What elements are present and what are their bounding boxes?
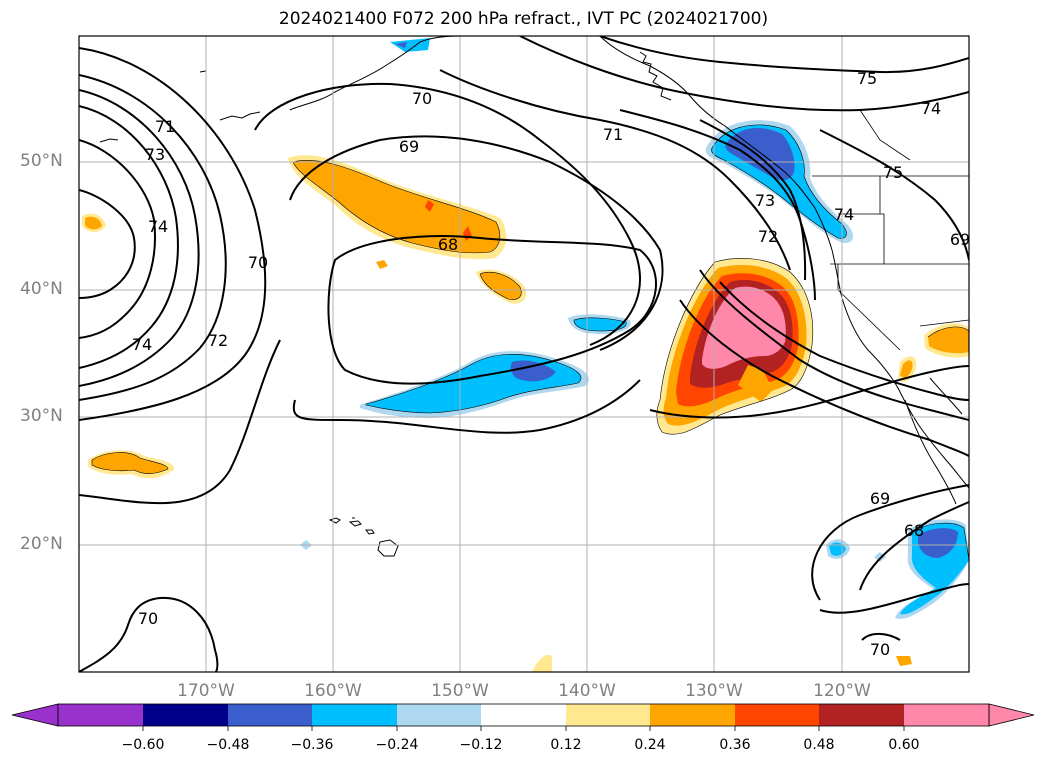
lat-label-20n: 20°N [20, 534, 63, 554]
lat-label-30n: 30°N [20, 406, 63, 426]
contour-label: 70 [138, 609, 158, 628]
map-frame [78, 35, 970, 673]
negative-anomaly-eastern-tropical-pacific [826, 519, 969, 619]
colorbar-segment [650, 704, 735, 726]
contour-label: 69 [950, 230, 970, 249]
lon-label-140w: 140°W [558, 681, 616, 701]
lon-label-130w: 130°W [685, 681, 743, 701]
colorbar-frame [57, 703, 990, 727]
colorbar-segment [735, 704, 819, 726]
contour-label: 69 [870, 489, 890, 508]
colorbar-segment [481, 704, 566, 726]
plot-title: 2024021400 F072 200 hPa refract., IVT PC… [278, 9, 769, 29]
colorbar-ticks [142, 726, 905, 731]
contour-label: 72 [208, 331, 228, 350]
shading-outlines [91, 124, 969, 561]
colorbar-tick-label: −0.24 [375, 737, 419, 753]
colorbar-extend-min [11, 703, 59, 727]
refractivity-contours [79, 36, 969, 672]
colorbar-tick-label: 0.12 [550, 737, 582, 753]
colorbar-tick-label: 0.48 [803, 737, 835, 753]
colorbar-segment [143, 704, 228, 726]
colorbar-tick-label: −0.12 [459, 737, 503, 753]
contour-label: 71 [603, 125, 623, 144]
contour-label: 70 [870, 640, 890, 659]
lat-label-50n: 50°N [20, 151, 63, 171]
lon-label-150w: 150°W [431, 681, 489, 701]
contour-labels: 75 74 71 70 69 73 74 75 70 69 68 74 72 7… [132, 69, 970, 659]
colorbar-extend-max [988, 703, 1035, 727]
coastlines [99, 36, 969, 557]
colorbar-segment [566, 704, 650, 726]
negative-anomaly-central-pacific [300, 38, 631, 550]
positive-anomaly-southwest-us [532, 323, 969, 672]
contour-label: 68 [438, 235, 458, 254]
contour-label: 75 [857, 69, 877, 88]
colorbar-segment [904, 704, 989, 726]
lon-label-120w: 120°W [813, 681, 871, 701]
colorbar-tick-label: −0.48 [206, 737, 250, 753]
contour-label: 73 [145, 145, 165, 164]
contour-label: 74 [921, 99, 941, 118]
contour-label: 74 [132, 335, 152, 354]
colorbar-tick-label: 0.60 [888, 737, 920, 753]
contour-label: 69 [399, 137, 419, 156]
colorbar-tick-label: 0.24 [634, 737, 666, 753]
contour-label: 75 [883, 163, 903, 182]
contour-label: 72 [758, 227, 778, 246]
colorbar-tick-label: −0.60 [121, 737, 165, 753]
colorbar-tick-label: 0.36 [719, 737, 751, 753]
contour-label: 73 [755, 191, 775, 210]
colorbar-segment [228, 704, 312, 726]
colorbar-segment [397, 704, 481, 726]
contour-label: 70 [248, 253, 268, 272]
contour-label: 74 [148, 217, 168, 236]
contour-label: 68 [904, 521, 924, 540]
colorbar-tick-label: −0.36 [290, 737, 334, 753]
colorbar [11, 703, 1035, 731]
colorbar-segment [58, 704, 143, 726]
contour-label: 74 [834, 205, 854, 224]
lon-label-160w: 160°W [304, 681, 362, 701]
colorbar-segment [819, 704, 904, 726]
colorbar-segment [312, 704, 397, 726]
lon-label-170w: 170°W [177, 681, 235, 701]
contour-label: 71 [155, 117, 175, 136]
lat-label-40n: 40°N [20, 279, 63, 299]
contour-label: 70 [412, 89, 432, 108]
